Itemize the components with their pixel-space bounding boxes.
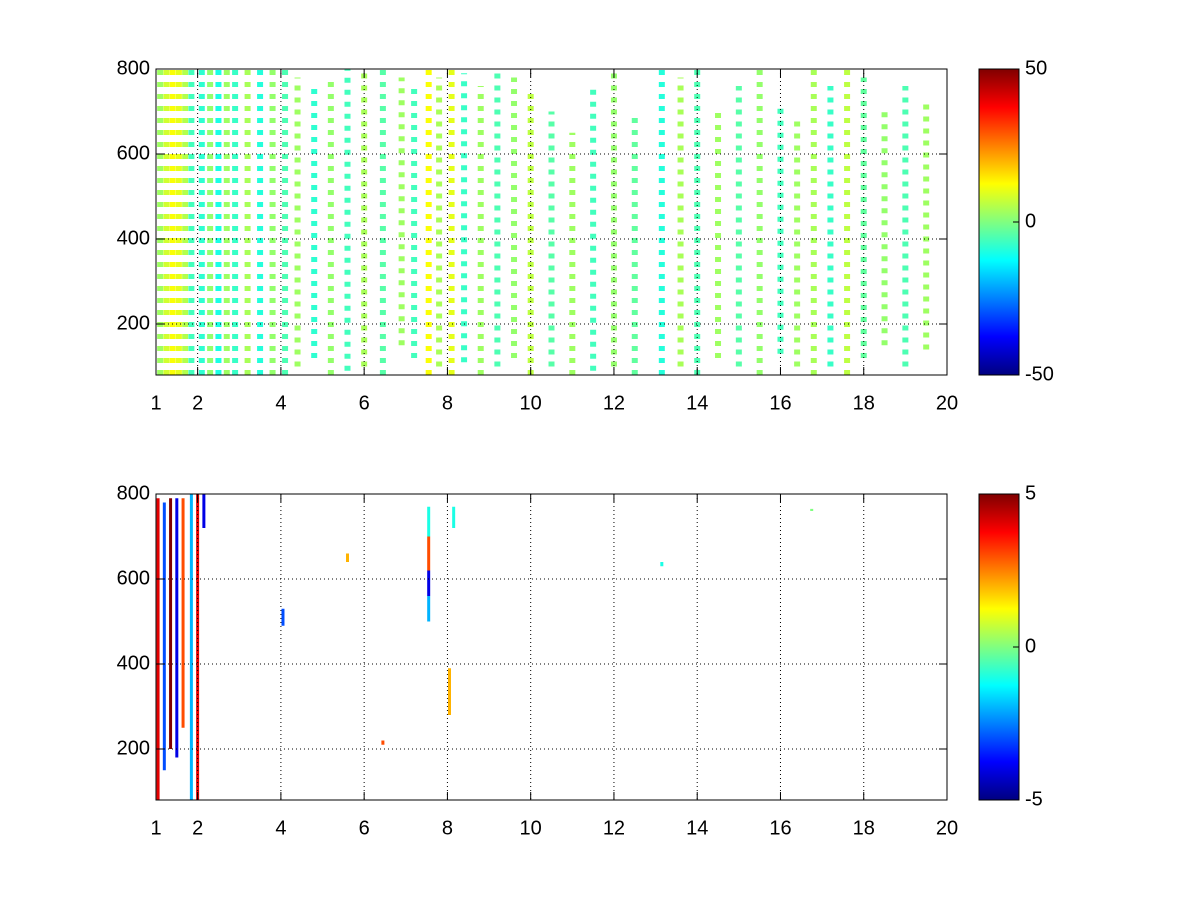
x-tick-label: 2 [192, 817, 203, 839]
x-tick-label: 16 [769, 392, 791, 414]
colorbar-clim [978, 493, 1020, 801]
y-tick-label: 800 [117, 57, 150, 79]
x-tick-label: 14 [686, 392, 708, 414]
colorbar-tick-label: 0 [1025, 635, 1036, 657]
colorbar-tick-label: 5 [1025, 482, 1036, 504]
x-tick-label: 18 [853, 817, 875, 839]
axes-box [155, 68, 948, 376]
y-tick-label: 800 [117, 482, 150, 504]
x-tick-label: 2 [192, 392, 203, 414]
x-tick-label: 4 [275, 817, 286, 839]
y-tick-label: 200 [117, 737, 150, 759]
y-tick-label: 400 [117, 652, 150, 674]
colorbar-tick-label: -50 [1025, 363, 1054, 385]
colorbar-tick-label: -5 [1025, 788, 1043, 810]
x-tick-label: 20 [936, 392, 958, 414]
colorbar-tick-label: 0 [1025, 210, 1036, 232]
x-tick-label: 4 [275, 392, 286, 414]
x-tick-label: 14 [686, 817, 708, 839]
x-tick-label: 18 [853, 392, 875, 414]
y-tick-label: 200 [117, 312, 150, 334]
x-tick-label: 8 [442, 817, 453, 839]
x-tick-label: 1 [150, 817, 161, 839]
x-tick-label: 1 [150, 392, 161, 414]
x-tick-label: 6 [359, 392, 370, 414]
x-tick-label: 20 [936, 817, 958, 839]
x-tick-label: 12 [603, 392, 625, 414]
x-tick-label: 12 [603, 817, 625, 839]
colorbar-clim [978, 68, 1020, 376]
x-tick-label: 16 [769, 817, 791, 839]
colorbar-tick-label: 50 [1025, 57, 1047, 79]
y-tick-label: 600 [117, 142, 150, 164]
x-tick-label: 10 [520, 817, 542, 839]
y-tick-label: 600 [117, 567, 150, 589]
x-tick-label: 8 [442, 392, 453, 414]
x-tick-label: 10 [520, 392, 542, 414]
x-tick-label: 6 [359, 817, 370, 839]
y-tick-label: 400 [117, 227, 150, 249]
axes-box [155, 493, 948, 801]
